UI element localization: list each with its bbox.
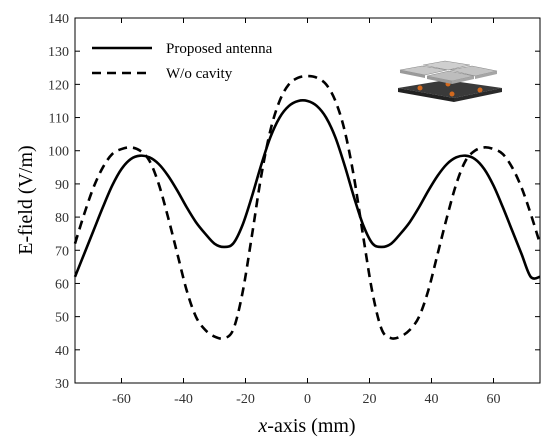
legend: Proposed antenna W/o cavity — [92, 41, 273, 82]
antenna-ground-plane — [398, 80, 502, 98]
x-tick-label: -20 — [236, 392, 255, 407]
y-tick-label: 70 — [55, 244, 69, 259]
x-tick-label: 60 — [487, 392, 501, 407]
antenna-patch-edge — [427, 76, 452, 84]
y-tick-label: 140 — [48, 12, 69, 27]
antenna-feed — [449, 91, 455, 97]
x-axis-label-italic: x — [257, 415, 267, 437]
y-tick-label: 110 — [49, 112, 69, 127]
legend-label-proposed-antenna: Proposed antenna — [166, 41, 273, 57]
y-tick-label: 40 — [55, 344, 69, 359]
y-tick-label: 120 — [48, 78, 69, 93]
antenna-ground-edge — [398, 88, 454, 102]
x-axis-label: x-axis (mm) — [257, 415, 355, 437]
series-layer — [73, 74, 542, 340]
antenna-patch — [422, 60, 471, 71]
x-tick-label: 20 — [363, 392, 377, 407]
x-tick-label: 0 — [304, 392, 311, 407]
x-tick-label: -60 — [112, 392, 131, 407]
antenna-feed — [477, 87, 483, 93]
antenna-ground-edge-right — [454, 88, 502, 102]
antenna-array-icon — [398, 60, 502, 102]
x-tick-label: 40 — [425, 392, 439, 407]
antenna-patch-edge — [475, 71, 497, 79]
antenna-patch-edge — [400, 70, 425, 78]
x-axis-label-rest: -axis (mm) — [267, 415, 355, 437]
y-tick-label: 100 — [48, 145, 69, 160]
y-tick-label: 90 — [55, 178, 69, 193]
x-axis-ticks: -60 -40 -20 0 20 40 60 — [112, 18, 501, 407]
y-tick-label: 60 — [55, 277, 69, 292]
y-axis-label: E-field (V/m) — [15, 145, 37, 254]
y-axis-ticks: 30 40 50 60 70 80 90 100 110 120 130 140 — [48, 12, 540, 392]
antenna-patch-edge — [452, 76, 474, 84]
legend-label-wo-cavity: W/o cavity — [166, 66, 233, 82]
y-tick-label: 80 — [55, 211, 69, 226]
antenna-feed — [417, 85, 423, 91]
y-tick-label: 50 — [55, 311, 69, 326]
series-line-proposed-antenna — [73, 99, 541, 280]
y-tick-label: 130 — [48, 45, 69, 60]
series-line-wo-cavity — [73, 74, 542, 340]
y-tick-label: 30 — [55, 377, 69, 392]
x-tick-label: -40 — [174, 392, 193, 407]
